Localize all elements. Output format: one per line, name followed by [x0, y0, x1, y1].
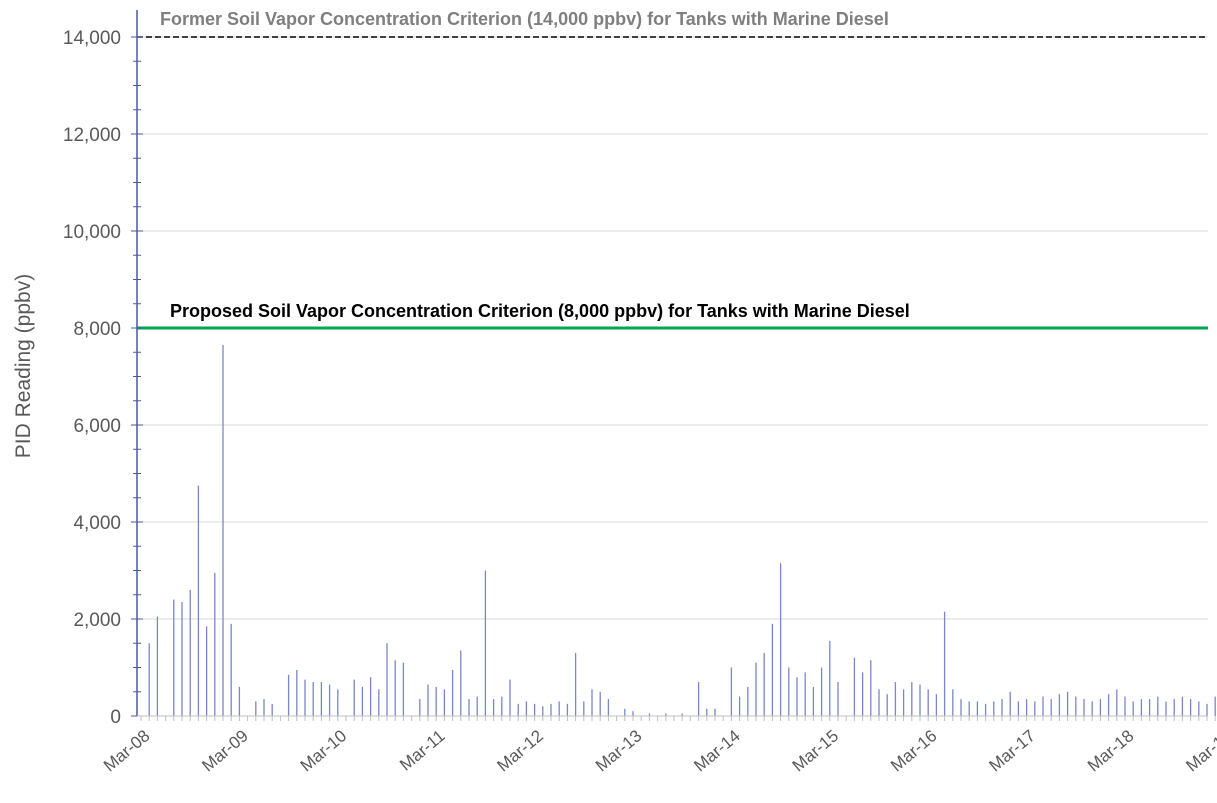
x-tick-label: Mar-15 [789, 726, 842, 775]
y-axis-title: PID Reading (ppbv) [12, 274, 35, 458]
x-tick-label: Mar-09 [198, 726, 251, 775]
reference-lines: Former Soil Vapor Concentration Criterio… [137, 9, 1208, 330]
y-axis: 0 2,000 4,000 6,000 8,000 10,000 12,000 14,000 [63, 10, 143, 728]
x-tick-label: Mar-17 [986, 726, 1039, 775]
y-tick-label: 6,000 [73, 416, 121, 437]
y-tick-label: 2,000 [73, 610, 121, 631]
x-tick-label: Mar-10 [297, 726, 350, 775]
x-tick-label: Mar-18 [1084, 726, 1137, 775]
y-tick-label: 4,000 [73, 513, 121, 534]
x-tick-label: Mar-12 [494, 726, 547, 775]
x-tick-label: Mar-13 [592, 726, 645, 775]
former-criterion-label: Former Soil Vapor Concentration Criterio… [160, 9, 889, 29]
y-tick-label: 10,000 [63, 222, 121, 243]
x-tick-label: Mar-08 [100, 726, 153, 775]
y-tick-label: 8,000 [73, 319, 121, 340]
y-tick-label: 14,000 [63, 28, 121, 49]
x-tick-label: Mar-14 [690, 726, 743, 775]
y-tick-label: 0 [110, 707, 121, 728]
x-tick-label: Mar-19 [1182, 726, 1217, 775]
proposed-criterion-label: Proposed Soil Vapor Concentration Criter… [170, 301, 910, 321]
x-axis: Mar-08 Mar-09 Mar-10 Mar-11 Mar-12 Mar-13 Mar-… [100, 715, 1217, 775]
y-tick-label: 12,000 [63, 125, 121, 146]
bar-series [148, 344, 1216, 716]
x-tick-label: Mar-16 [887, 726, 940, 775]
x-tick-label: Mar-11 [396, 726, 449, 774]
